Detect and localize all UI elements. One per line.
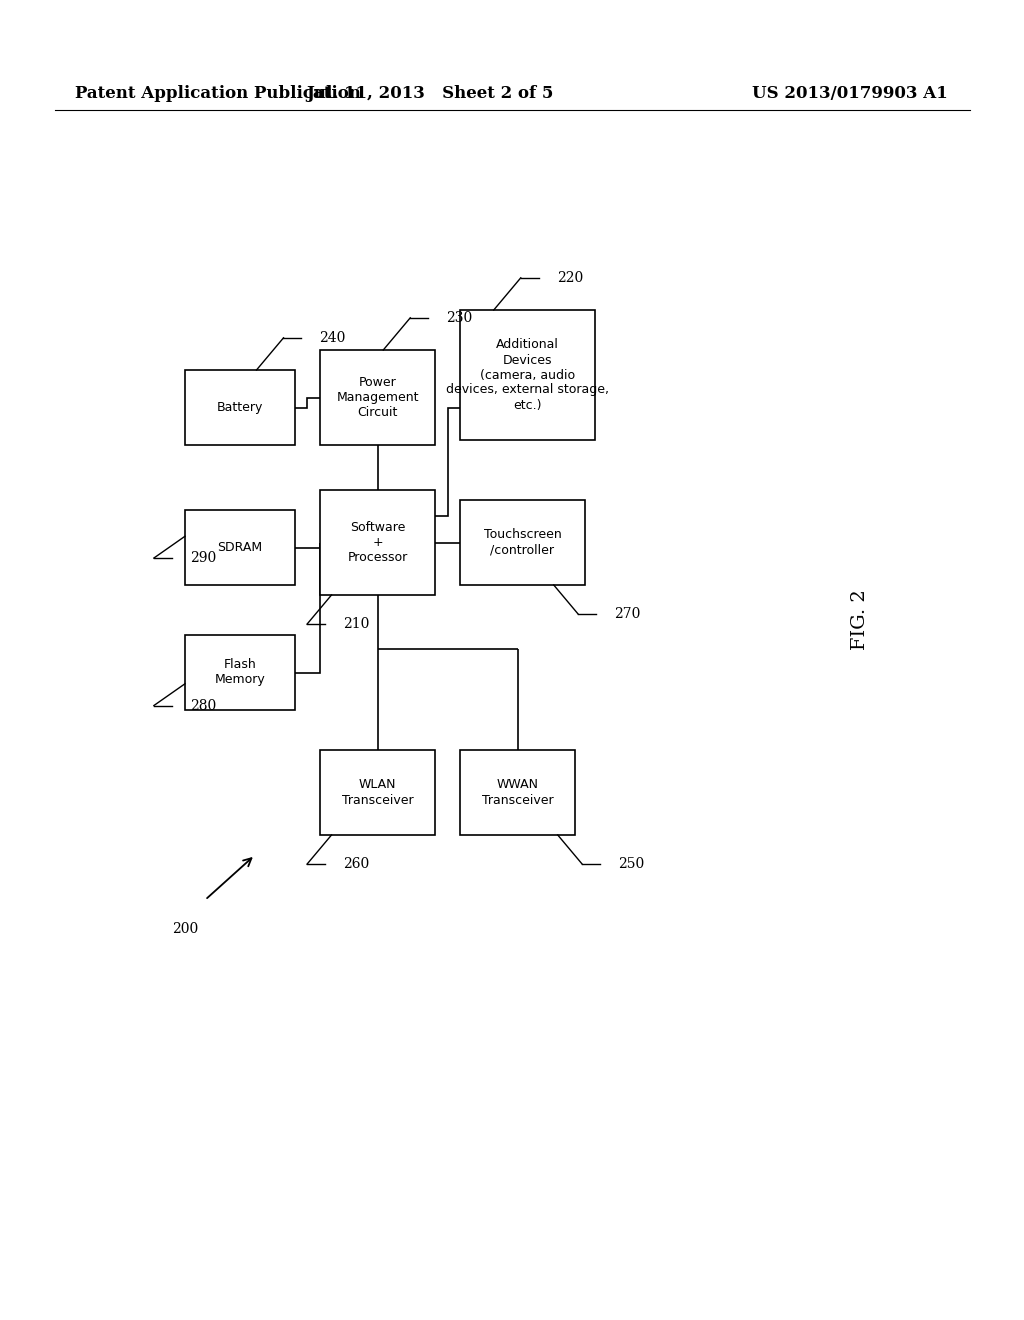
Text: 260: 260 [343,857,370,871]
Text: WWAN
Transceiver: WWAN Transceiver [481,779,553,807]
Bar [319,490,435,595]
Text: Software
+
Processor: Software + Processor [347,521,408,564]
Bar [185,370,295,445]
Bar [319,750,435,836]
Text: 280: 280 [189,698,216,713]
Text: 230: 230 [446,310,472,325]
Text: 290: 290 [189,550,216,565]
Bar [460,310,595,440]
Bar [460,750,575,836]
Text: US 2013/0179903 A1: US 2013/0179903 A1 [752,84,948,102]
Text: 220: 220 [557,271,583,285]
Text: Power
Management
Circuit: Power Management Circuit [336,376,419,418]
Bar [185,635,295,710]
Text: Jul. 11, 2013   Sheet 2 of 5: Jul. 11, 2013 Sheet 2 of 5 [306,84,554,102]
Text: Patent Application Publication: Patent Application Publication [75,84,360,102]
Text: 200: 200 [172,921,198,936]
Text: 240: 240 [319,331,346,345]
Text: Flash
Memory: Flash Memory [215,659,265,686]
Text: Touchscreen
/controller: Touchscreen /controller [483,528,561,557]
Text: Battery: Battery [217,401,263,414]
Text: Additional
Devices
(camera, audio
devices, external storage,
etc.): Additional Devices (camera, audio device… [446,338,609,412]
Text: WLAN
Transceiver: WLAN Transceiver [342,779,414,807]
Text: FIG. 2: FIG. 2 [851,590,869,651]
Text: SDRAM: SDRAM [217,541,262,554]
Bar [319,350,435,445]
Bar [460,500,585,585]
Text: 250: 250 [618,857,644,871]
Bar [185,510,295,585]
Text: 210: 210 [343,618,370,631]
Text: 270: 270 [614,607,641,622]
